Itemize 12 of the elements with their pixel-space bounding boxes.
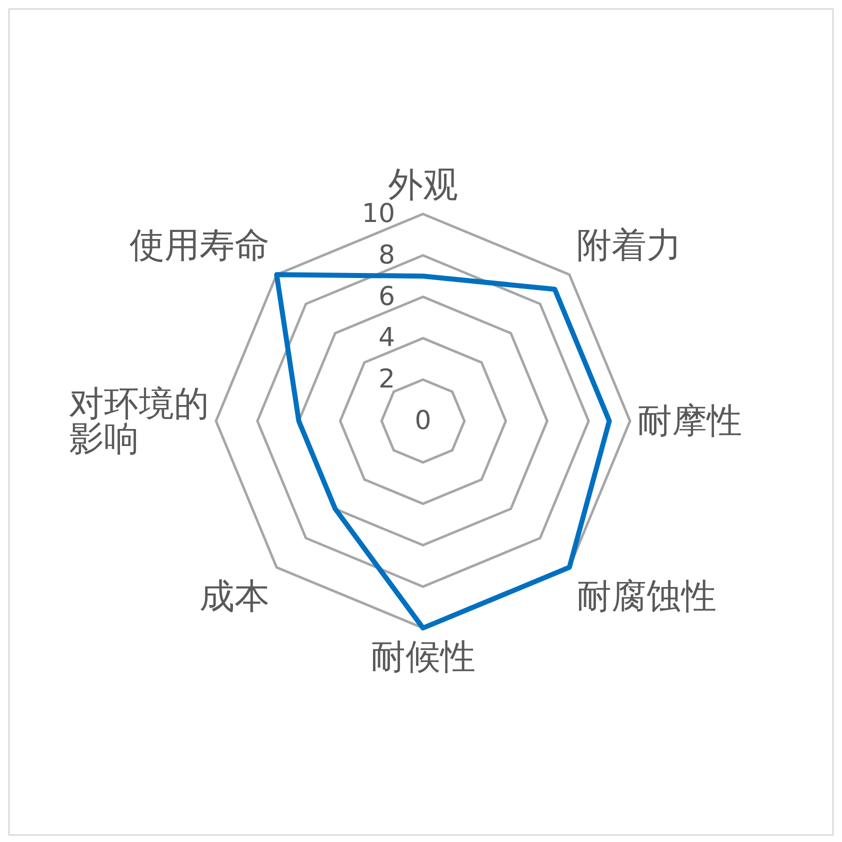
y-tick-label: 8 [378, 240, 395, 270]
spoke-label: 成本 [200, 576, 270, 616]
spoke-label: 耐候性 [370, 638, 476, 676]
spoke-label: 耐摩性 [637, 402, 742, 440]
spoke-label: 附着力 [576, 226, 682, 266]
y-tick-label: 2 [378, 364, 395, 395]
y-tick-label: 0 [414, 406, 432, 436]
spoke-label: 耐腐蚀性 [576, 576, 716, 616]
y-tick-label: 6 [378, 282, 395, 312]
y-tick-label: 4 [378, 323, 395, 354]
spoke-label: 对环境的影响 [69, 384, 209, 458]
spoke-label: 使用寿命 [130, 226, 270, 266]
